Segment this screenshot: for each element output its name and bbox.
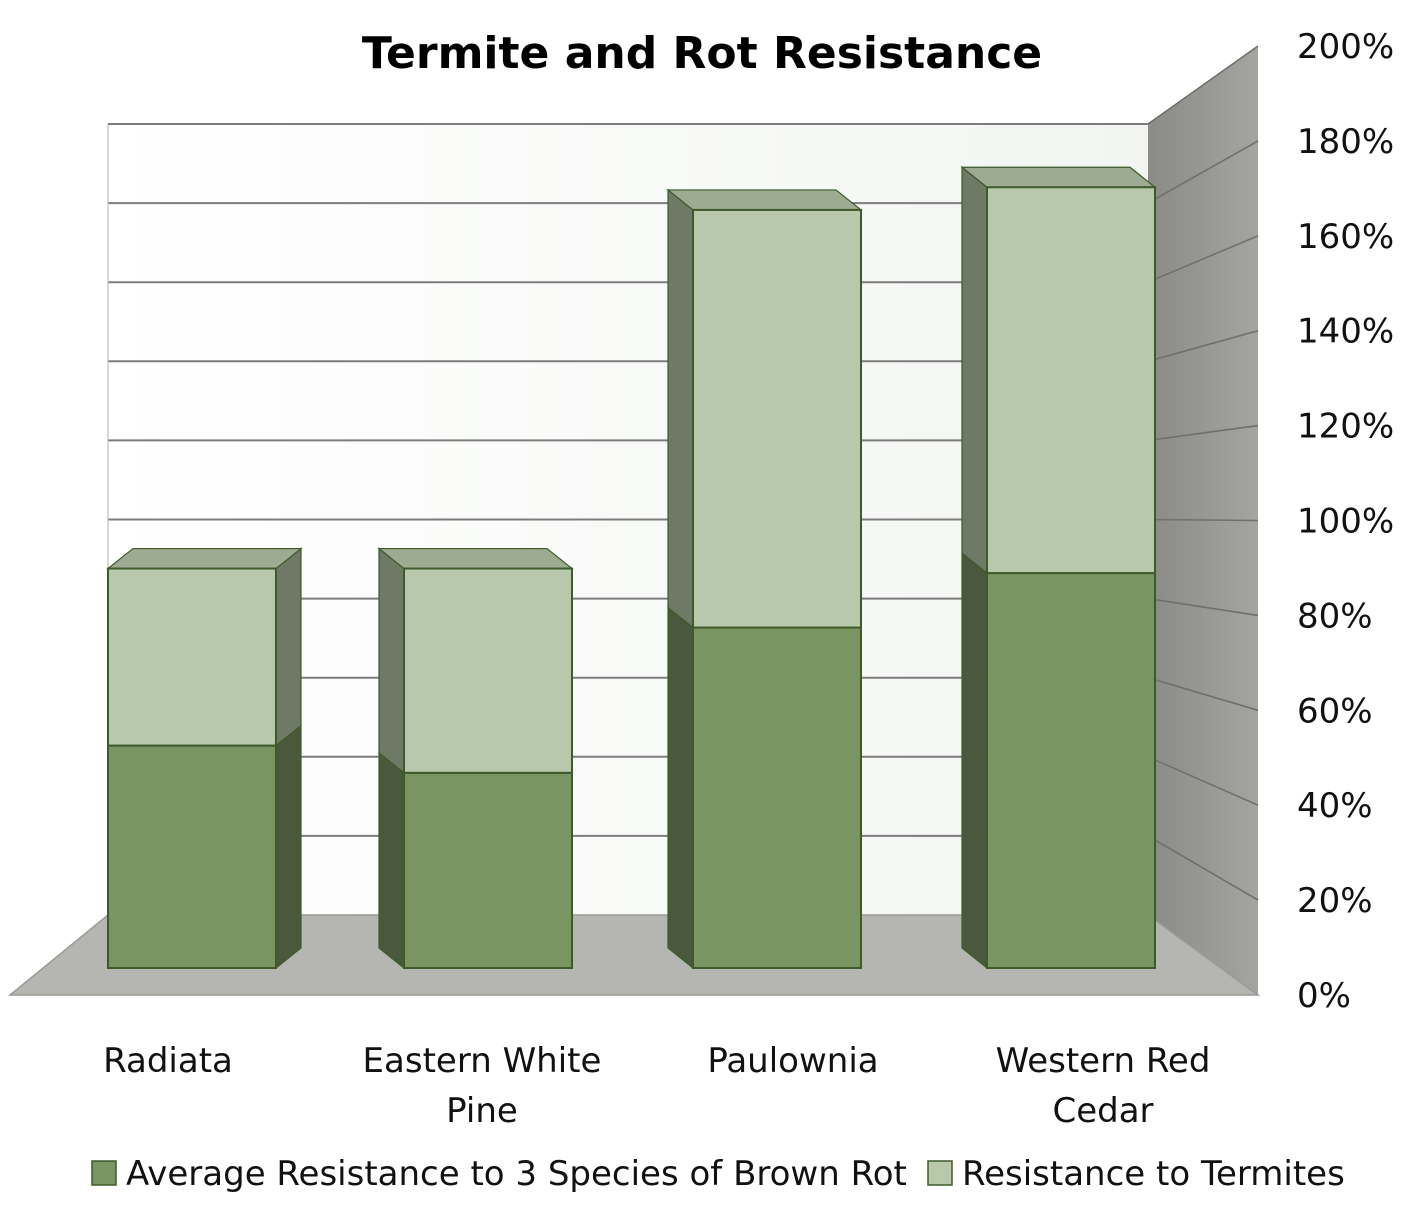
bar-segment — [986, 186, 1156, 575]
legend-label: Resistance to Termites — [962, 1154, 1345, 1194]
x-category-label-line: Paulownia — [707, 1041, 878, 1081]
bar-side — [667, 188, 694, 629]
bar-side — [275, 547, 302, 747]
gridline-side — [1147, 597, 1259, 617]
bar-side — [961, 551, 988, 970]
y-tick-label: 0% — [1297, 976, 1351, 1016]
gridline-side — [1147, 329, 1259, 363]
x-category-label-line: Cedar — [1052, 1091, 1153, 1131]
bar-segment — [403, 771, 573, 969]
gridline-side — [1147, 235, 1259, 283]
bar-segment — [107, 744, 277, 970]
y-tick-label: 120% — [1297, 407, 1394, 447]
bar-top — [666, 189, 863, 211]
bar-top — [106, 547, 303, 570]
legend-swatch — [91, 1160, 117, 1186]
x-category-label-line: Western Red — [996, 1041, 1211, 1081]
x-category-label: Western Red Cedar — [996, 1041, 1211, 1131]
y-tick-label: 180% — [1297, 122, 1394, 162]
y-tick-label: 100% — [1297, 502, 1394, 542]
x-category-label-line: Radiata — [103, 1041, 233, 1081]
bar-side — [378, 751, 405, 970]
gridline-side — [1147, 518, 1259, 522]
bar-segment — [107, 567, 277, 747]
x-category-label: Paulownia — [707, 1041, 878, 1081]
gridline-side — [1147, 45, 1259, 125]
x-axis-category-labels: Radiata Eastern White Pine Paulownia Western… — [103, 1041, 1210, 1131]
bar-segment — [403, 567, 573, 774]
bar-segment — [692, 208, 862, 629]
x-category-label: Eastern White Pine — [363, 1041, 602, 1131]
legend: Average Resistance to 3 Species of Brown… — [91, 1154, 1345, 1194]
y-axis-tick-labels: 0% 20% 40% 60% 80% 100% 120% 140% 160% 180% 200% — [1297, 27, 1394, 1016]
y-tick-label: 40% — [1297, 786, 1373, 826]
x-category-label-line: Pine — [446, 1091, 518, 1131]
legend-swatch — [927, 1160, 953, 1186]
legend-label: Average Resistance to 3 Species of Brown… — [126, 1154, 907, 1194]
bars — [106, 165, 1157, 970]
y-tick-label: 140% — [1297, 312, 1394, 352]
gridline-side — [1147, 424, 1259, 442]
gridline-side — [1147, 756, 1259, 806]
bar-side — [961, 165, 988, 575]
gridline-side — [1147, 140, 1259, 204]
bar-side — [378, 547, 405, 775]
bar-top — [377, 547, 574, 570]
bar-top — [960, 166, 1157, 188]
y-tick-label: 80% — [1297, 596, 1373, 636]
gridline-side — [1147, 835, 1259, 901]
bar-segment — [986, 572, 1156, 970]
chart-title: Termite and Rot Resistance — [362, 28, 1042, 79]
x-category-label: Radiata — [103, 1041, 233, 1081]
y-tick-label: 200% — [1297, 27, 1394, 67]
y-tick-label: 160% — [1297, 217, 1394, 257]
gridline-side — [1147, 676, 1259, 712]
y-tick-label: 20% — [1297, 881, 1373, 921]
bar-side — [275, 724, 302, 970]
x-category-label-line: Eastern White — [363, 1041, 602, 1081]
bar-side — [667, 606, 694, 970]
bar-segment — [692, 626, 862, 969]
y-tick-label: 60% — [1297, 691, 1373, 731]
